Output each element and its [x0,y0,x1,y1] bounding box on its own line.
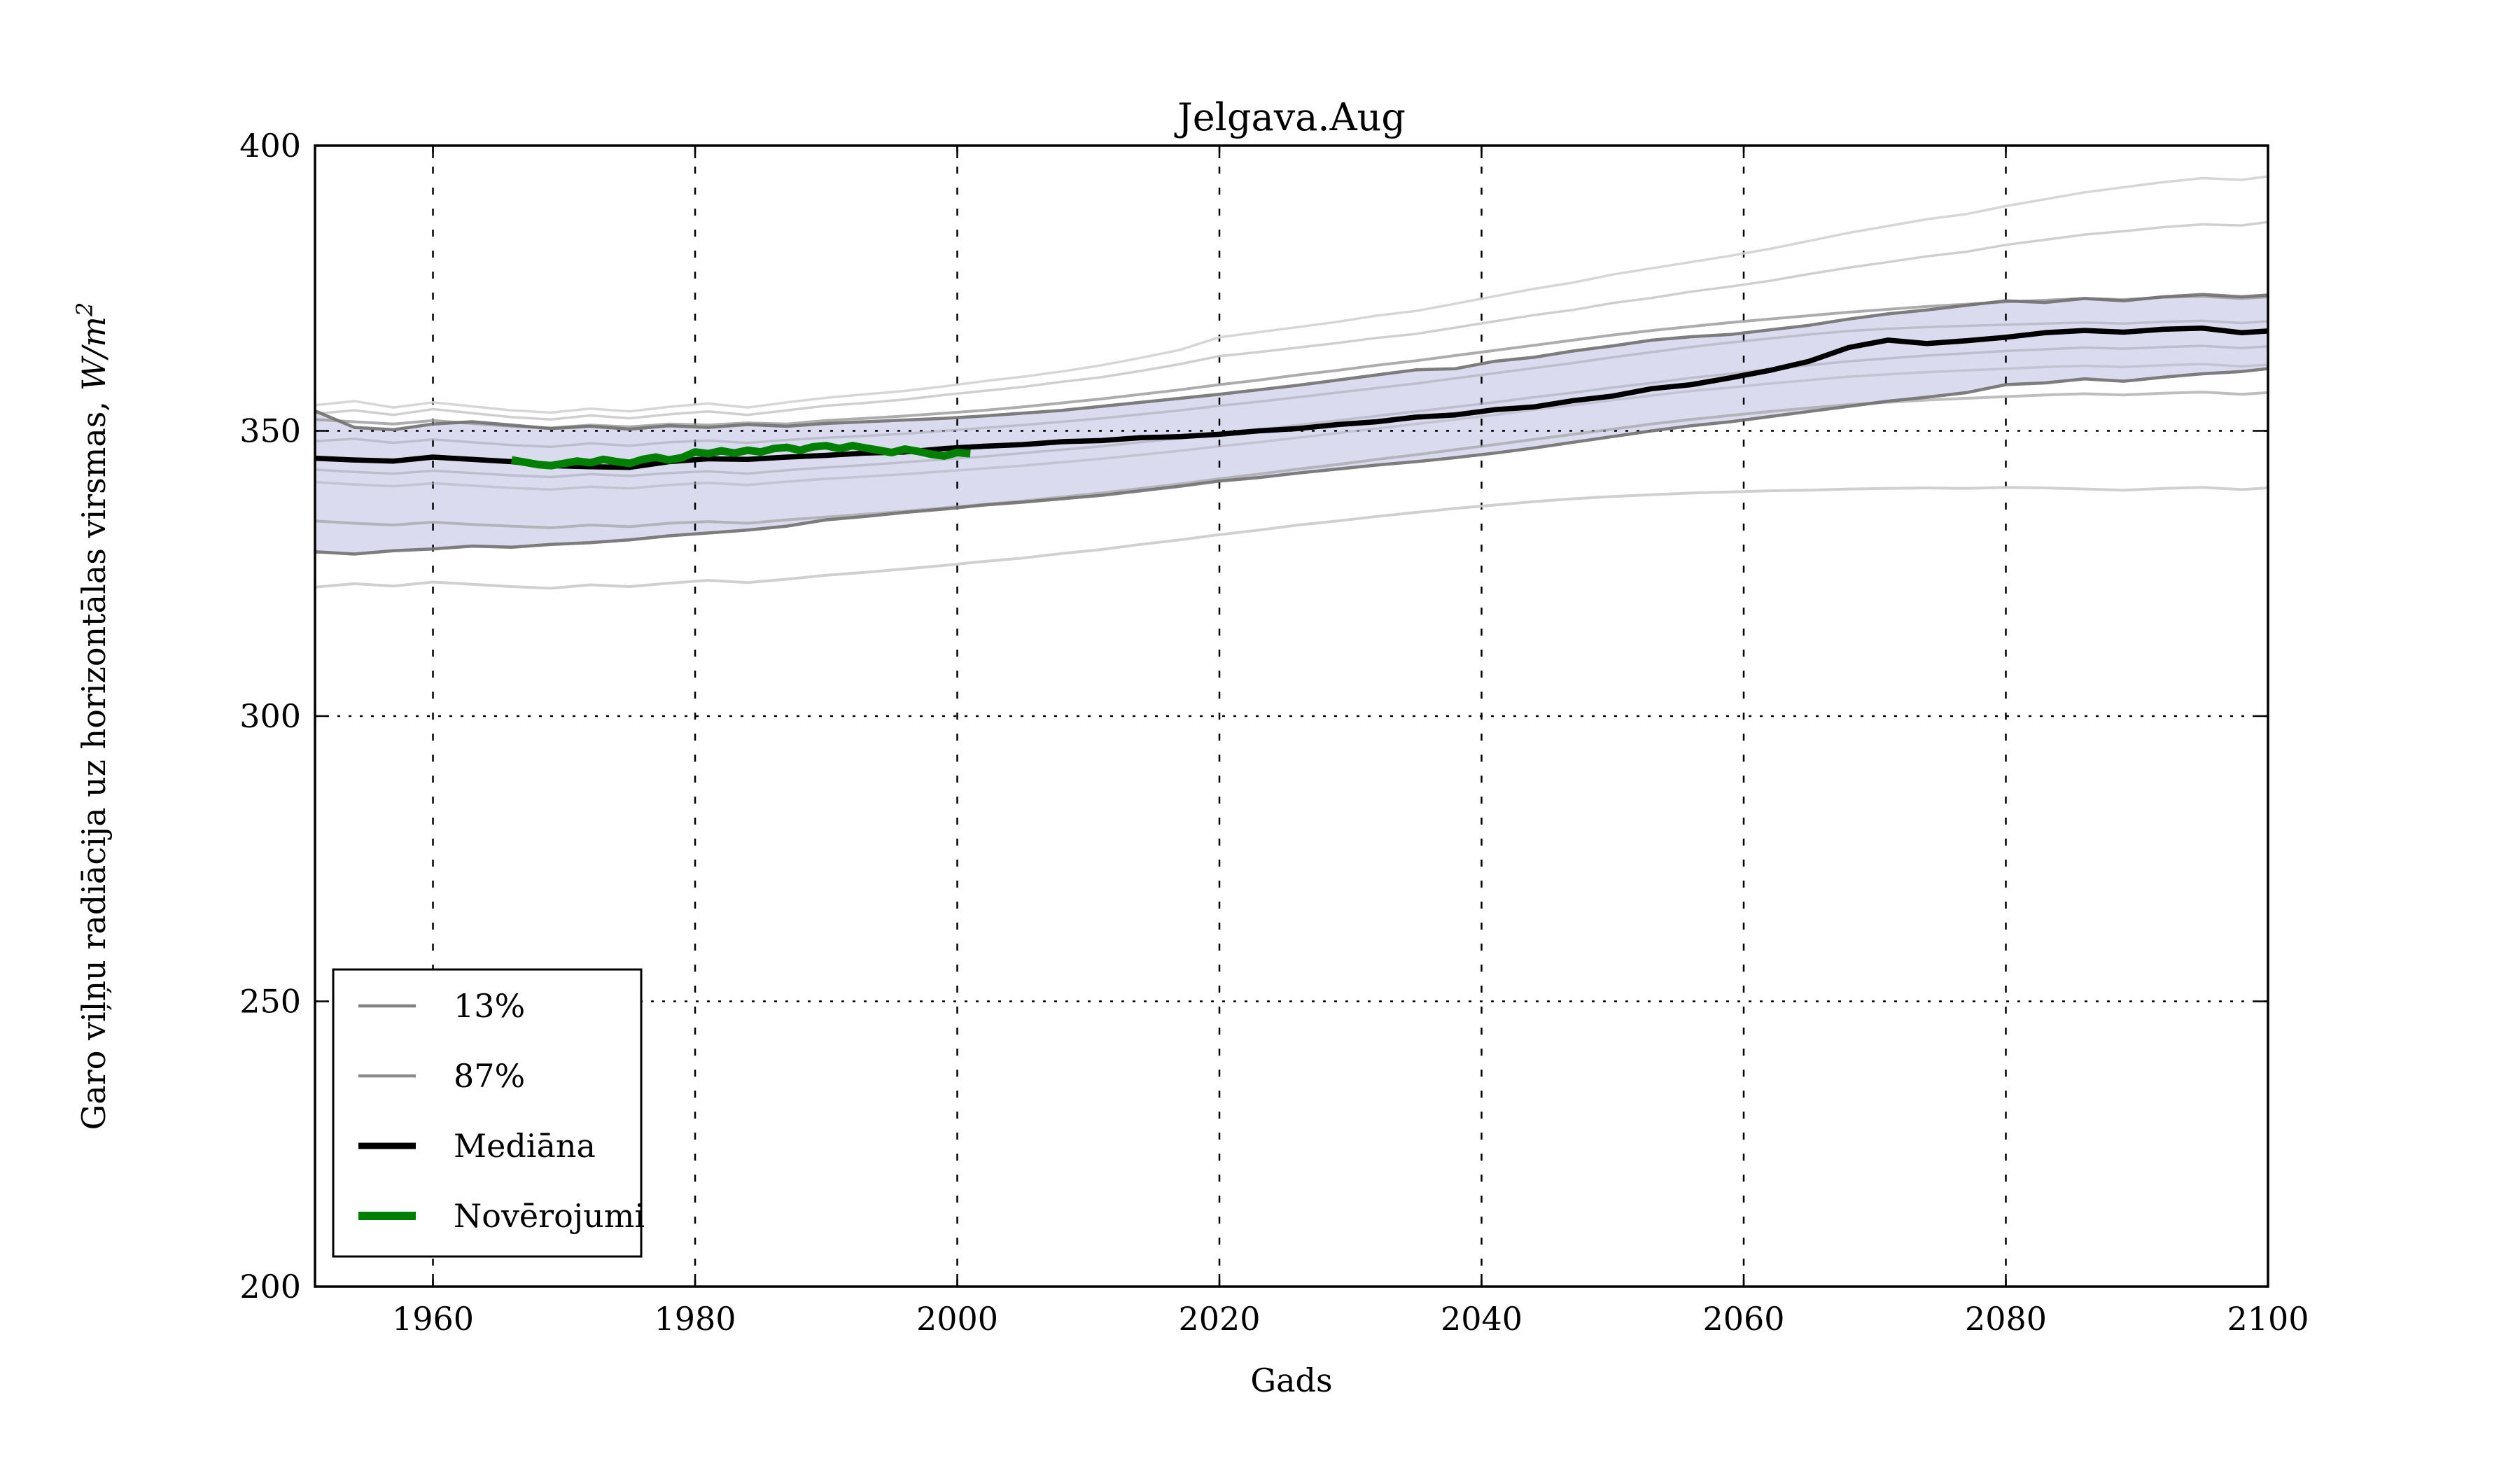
series-line-mediana [314,326,2269,470]
legend-item-label: 13% [454,987,525,1025]
x-tick-label: 2080 [1965,1300,2047,1338]
uncertainty-band-layer [315,294,2268,554]
chart-title: Jelgava.Aug [1174,95,1406,139]
y-tick-label: 250 [239,983,301,1021]
axes-layer [314,144,2269,1288]
legend-item-label: Mediāna [454,1127,596,1165]
series-line-ens_top3 [314,295,2269,430]
x-tick-label: 2000 [916,1300,998,1338]
uncertainty-band [315,294,2268,554]
x-tick-label: 2020 [1178,1300,1260,1338]
legend-item-label: Novērojumi [454,1197,645,1235]
series-line-p13 [314,367,2269,556]
x-axis-label: Gads [1250,1362,1332,1399]
series-line-ens_top2 [314,220,2269,421]
series-line-ens_in2 [314,344,2269,479]
y-axis-label-units: W/m [75,316,113,391]
tick-label-layer: 1960 1980 2000 2020 2040 2060 2080 2100 200 250 30… [239,127,2309,1338]
series-line-ens_low1 [314,391,2269,529]
x-tick-label: 1980 [654,1300,736,1338]
y-tick-label: 400 [239,127,301,164]
x-tick-label: 2100 [2227,1300,2309,1338]
series-layer [314,175,2269,590]
series-line-p87 [314,293,2269,432]
legend-item-label: 87% [454,1057,525,1095]
legend-box [332,968,643,1258]
series-line-ens_in1 [314,319,2269,449]
y-axis-label: Garo viļņu radiācija uz horizontālas vir… [71,302,113,1130]
x-tick-label: 2040 [1441,1300,1522,1338]
series-line-noverojumi [510,442,971,470]
x-tick-label: 1960 [392,1300,474,1338]
legend: 13% 87% Mediāna Novērojumi [332,968,645,1258]
series-line-ens_in3 [314,363,2269,491]
y-tick-label: 200 [239,1268,301,1306]
x-tick-label: 2060 [1702,1300,1784,1338]
y-tick-label: 350 [239,412,301,450]
y-axis-label-text: Garo viļņu radiācija uz horizontālas vir… [75,391,113,1130]
y-tick-label: 300 [239,697,301,735]
y-axis-label-exponent: 2 [71,302,98,317]
series-line-ens_top1 [314,175,2269,414]
series-line-ens_low2 [314,486,2269,590]
